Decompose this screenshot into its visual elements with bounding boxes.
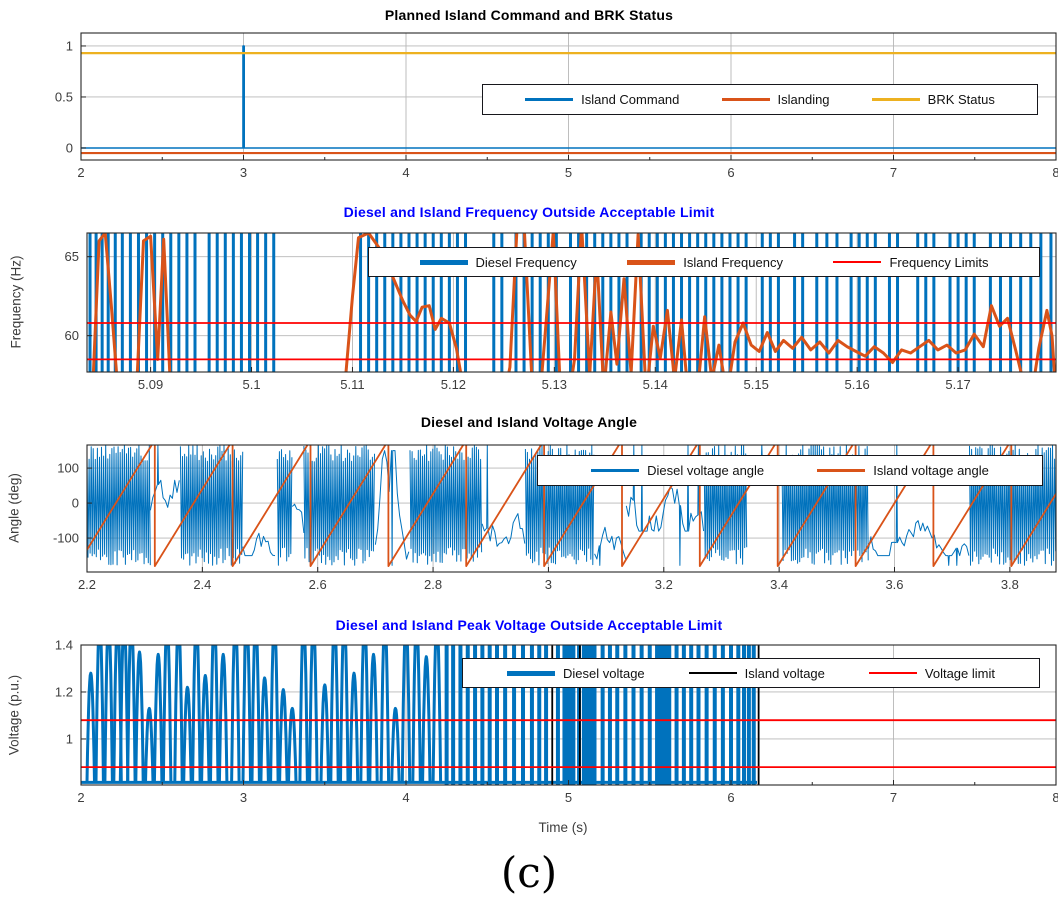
svg-text:3.6: 3.6: [885, 577, 903, 592]
panel3-y-axis-label: Angle (deg): [6, 473, 22, 543]
island-frequency-line-swatch: [627, 259, 676, 265]
svg-text:8: 8: [1052, 165, 1058, 180]
panel4-title: Diesel and Island Peak Voltage Outside A…: [335, 617, 723, 633]
legend-label: Island Frequency: [683, 254, 783, 270]
legend-item-island-frequency: Island Frequency: [627, 255, 783, 270]
figure-caption: (c): [500, 848, 558, 897]
frequency-limits-line-swatch: [833, 261, 882, 263]
svg-text:7: 7: [890, 165, 897, 180]
svg-text:3.2: 3.2: [655, 577, 673, 592]
voltage-limit-line-swatch: [868, 672, 917, 674]
diesel-frequency-line-swatch: [419, 259, 468, 265]
svg-text:2.4: 2.4: [193, 577, 211, 592]
svg-text:5.09: 5.09: [138, 377, 163, 392]
legend-item-diesel-frequency: Diesel Frequency: [419, 254, 577, 270]
legend-item-diesel-voltage: Diesel voltage: [507, 666, 645, 681]
svg-text:3: 3: [240, 790, 247, 805]
svg-text:8: 8: [1052, 790, 1058, 805]
svg-text:0.5: 0.5: [55, 89, 73, 104]
panel3-title: Diesel and Island Voltage Angle: [420, 414, 638, 430]
svg-text:5.13: 5.13: [542, 377, 567, 392]
diesel-voltage-line-swatch: [507, 670, 555, 676]
panel1-legend: Island Command Islanding BRK Status: [482, 84, 1038, 115]
legend-item-islanding: Islanding: [721, 92, 830, 107]
svg-text:60: 60: [65, 328, 79, 343]
legend-label: Island Command: [581, 92, 680, 107]
svg-text:1.2: 1.2: [55, 684, 73, 699]
svg-text:5.11: 5.11: [340, 377, 364, 392]
island-voltage-line-swatch: [688, 672, 737, 674]
svg-text:100: 100: [57, 461, 79, 476]
svg-text:-100: -100: [53, 531, 79, 546]
svg-text:5.16: 5.16: [844, 377, 869, 392]
legend-label: Voltage limit: [924, 665, 995, 681]
panel2-title: Diesel and Island Frequency Outside Acce…: [343, 204, 715, 220]
svg-text:3: 3: [545, 577, 552, 592]
svg-text:5.1: 5.1: [242, 377, 260, 392]
legend-item-diesel-voltage-angle: Diesel voltage angle: [591, 463, 764, 478]
panel4-y-axis-label: Voltage (p.u.): [6, 674, 22, 756]
diesel-voltage-angle-line-swatch: [591, 469, 640, 472]
panel4-legend: Diesel voltage Island voltage Voltage li…: [462, 658, 1040, 688]
svg-text:2: 2: [77, 790, 84, 805]
svg-text:6: 6: [727, 165, 734, 180]
panel2-legend: Diesel Frequency Island Frequency Freque…: [368, 247, 1040, 277]
legend-label: Frequency Limits: [889, 254, 989, 270]
svg-text:1: 1: [66, 38, 73, 53]
legend-item-island-command: Island Command: [525, 92, 679, 107]
svg-text:3: 3: [240, 165, 247, 180]
svg-text:5.15: 5.15: [744, 377, 769, 392]
panel3-legend: Diesel voltage angle Island voltage angl…: [537, 455, 1043, 486]
panel2-y-axis-label: Frequency (Hz): [8, 255, 24, 349]
island-command-line-swatch: [525, 98, 574, 101]
panel1-title: Planned Island Command and BRK Status: [384, 7, 674, 23]
legend-item-frequency-limits: Frequency Limits: [833, 255, 988, 270]
legend-label: BRK Status: [927, 92, 995, 107]
legend-item-island-voltage-angle: Island voltage angle: [817, 463, 989, 478]
svg-text:3.8: 3.8: [1001, 577, 1019, 592]
legend-label: Diesel voltage: [563, 665, 645, 681]
islanding-line-swatch: [721, 98, 770, 101]
svg-text:1.4: 1.4: [55, 638, 73, 653]
legend-label: Diesel Frequency: [475, 254, 577, 270]
legend-item-island-voltage: Island voltage: [688, 665, 825, 681]
svg-text:65: 65: [65, 249, 79, 264]
svg-text:5.14: 5.14: [643, 377, 668, 392]
svg-text:2.6: 2.6: [309, 577, 327, 592]
x-axis-label: Time (s): [538, 820, 588, 835]
legend-label: Islanding: [777, 92, 830, 107]
svg-text:2: 2: [77, 165, 84, 180]
island-voltage-angle-line-swatch: [817, 469, 866, 472]
svg-text:3.4: 3.4: [770, 577, 788, 592]
svg-text:7: 7: [890, 790, 897, 805]
svg-text:4: 4: [402, 165, 409, 180]
legend-label: Diesel voltage angle: [647, 463, 765, 478]
legend-label: Island voltage angle: [873, 463, 989, 478]
legend-item-voltage-limit: Voltage limit: [868, 665, 995, 681]
legend-item-brk-status: BRK Status: [871, 92, 995, 107]
svg-text:2.8: 2.8: [424, 577, 442, 592]
svg-text:5.12: 5.12: [441, 377, 466, 392]
svg-text:5: 5: [565, 790, 572, 805]
svg-text:1: 1: [66, 731, 73, 746]
svg-text:5.17: 5.17: [945, 377, 970, 392]
svg-text:2.2: 2.2: [78, 577, 96, 592]
brk-status-line-swatch: [871, 98, 920, 101]
svg-text:6: 6: [727, 790, 734, 805]
svg-text:0: 0: [72, 496, 79, 511]
svg-text:0: 0: [66, 140, 73, 155]
svg-text:4: 4: [402, 790, 409, 805]
svg-text:5: 5: [565, 165, 572, 180]
legend-label: Island voltage: [744, 665, 825, 681]
